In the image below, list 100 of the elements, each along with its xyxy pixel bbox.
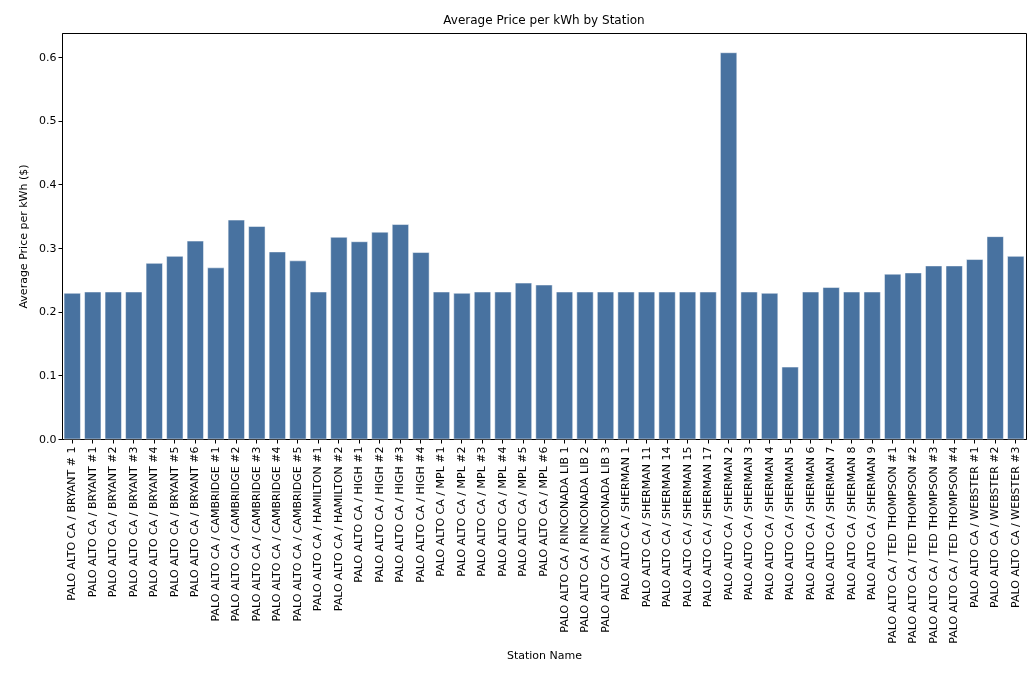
x-tick-label: PALO ALTO CA / WEBSTER #3 xyxy=(1008,446,1022,608)
bar xyxy=(432,291,450,440)
x-tick-label: PALO ALTO CA / TED THOMPSON #3 xyxy=(926,446,940,644)
bar xyxy=(309,291,327,440)
bar xyxy=(1007,256,1025,440)
bar xyxy=(884,273,902,440)
bar xyxy=(535,284,553,440)
bar xyxy=(515,282,532,440)
x-tick-label: PALO ALTO CA / SHERMAN 3 xyxy=(742,446,756,601)
bar xyxy=(268,251,286,440)
bar xyxy=(822,287,840,440)
bar xyxy=(289,260,307,440)
bar xyxy=(412,252,430,440)
x-tick-label: PALO ALTO CA / CAMBRIDGE #4 xyxy=(270,446,284,622)
bar xyxy=(597,291,614,440)
x-tick-label: PALO ALTO CA / HIGH #4 xyxy=(413,446,427,583)
x-axis-title: Station Name xyxy=(506,648,583,662)
x-tick-label: PALO ALTO CA / SHERMAN 9 xyxy=(865,446,879,601)
bar xyxy=(617,291,635,440)
x-tick-label: PALO ALTO CA / BRYANT #2 xyxy=(106,446,120,598)
y-tick-label: 0.3 xyxy=(39,241,57,255)
bar xyxy=(84,291,102,440)
x-tick-label: PALO ALTO CA / WEBSTER #2 xyxy=(988,446,1002,608)
bar xyxy=(104,291,122,440)
y-tick-label: 0.1 xyxy=(39,368,57,382)
bar xyxy=(761,293,779,440)
bar xyxy=(248,226,266,440)
x-tick-label: PALO ALTO CA / BRYANT #4 xyxy=(147,446,161,598)
bar xyxy=(781,366,799,440)
x-tick-label: PALO ALTO CA / SHERMAN 5 xyxy=(783,446,797,601)
y-tick-label: 0.4 xyxy=(39,177,57,191)
y-tick-label: 0.0 xyxy=(39,432,57,446)
bar xyxy=(556,291,573,440)
bar xyxy=(966,259,984,440)
chart-title: Average Price per kWh by Station xyxy=(443,13,645,27)
bar xyxy=(494,291,512,440)
x-tick-label: PALO ALTO CA / MPL #4 xyxy=(495,446,509,577)
bar xyxy=(740,291,758,440)
x-tick-label: PALO ALTO CA / SHERMAN 7 xyxy=(824,446,838,601)
bar xyxy=(699,291,717,440)
y-axis-title: Average Price per kWh ($) xyxy=(17,164,31,309)
x-tick-label: PALO ALTO CA / BRYANT #3 xyxy=(126,446,140,598)
bar xyxy=(63,293,81,440)
x-tick-label: PALO ALTO CA / TED THOMPSON #2 xyxy=(906,446,920,644)
bar xyxy=(371,231,389,440)
bar xyxy=(925,265,943,440)
x-tick-label: PALO ALTO CA / SHERMAN 14 xyxy=(660,446,674,608)
x-tick-label: PALO ALTO CA / CAMBRIDGE #2 xyxy=(229,446,243,622)
bar xyxy=(904,272,922,440)
bar xyxy=(186,240,204,440)
x-tick-label: PALO ALTO CA / RINCONADA LIB 1 xyxy=(557,446,571,633)
x-tick-label: PALO ALTO CA / CAMBRIDGE #1 xyxy=(208,446,222,622)
x-tick-label: PALO ALTO CA / SHERMAN 6 xyxy=(803,446,817,601)
bar xyxy=(945,265,963,440)
bar xyxy=(863,291,881,440)
x-tick-label: PALO ALTO CA / MPL #1 xyxy=(434,446,448,577)
x-tick-label: PALO ALTO CA / SHERMAN 11 xyxy=(639,446,653,608)
bar xyxy=(207,267,225,440)
x-tick-label: PALO ALTO CA / TED THOMPSON #1 xyxy=(885,446,899,644)
y-tick-label: 0.6 xyxy=(39,50,57,64)
bar xyxy=(453,293,471,440)
x-tick-label: PALO ALTO CA / SHERMAN 17 xyxy=(701,446,715,608)
bar xyxy=(125,291,143,440)
x-tick-label: PALO ALTO CA / SHERMAN 2 xyxy=(721,446,735,601)
x-tick-label: PALO ALTO CA / WEBSTER #1 xyxy=(967,446,981,608)
bar xyxy=(720,52,738,440)
bar xyxy=(986,236,1004,440)
x-tick-label: PALO ALTO CA / HIGH #1 xyxy=(352,446,366,583)
bar xyxy=(330,237,348,440)
bar xyxy=(658,291,676,440)
y-tick-label: 0.5 xyxy=(39,114,57,128)
bar xyxy=(145,263,163,440)
x-tick-label: PALO ALTO CA / HIGH #2 xyxy=(372,446,386,583)
x-tick-label: PALO ALTO CA / CAMBRIDGE #3 xyxy=(249,446,263,622)
bar xyxy=(166,256,184,440)
x-tick-label: PALO ALTO CA / HAMILTON #1 xyxy=(311,446,325,612)
x-tick-label: PALO ALTO CA / BRYANT # 1 xyxy=(65,446,79,601)
x-tick-label: PALO ALTO CA / BRYANT #1 xyxy=(85,446,99,598)
x-tick-label: PALO ALTO CA / SHERMAN 8 xyxy=(844,446,858,601)
y-tick-label: 0.2 xyxy=(39,305,57,319)
bar xyxy=(802,291,820,440)
x-tick-label: PALO ALTO CA / BRYANT #6 xyxy=(188,446,202,598)
x-tick-label: PALO ALTO CA / BRYANT #5 xyxy=(167,446,181,598)
x-tick-label: PALO ALTO CA / SHERMAN 1 xyxy=(619,446,633,601)
x-tick-label: PALO ALTO CA / SHERMAN 15 xyxy=(680,446,694,608)
bar xyxy=(350,241,368,440)
bar xyxy=(227,219,245,440)
bar xyxy=(679,291,697,440)
x-tick-label: PALO ALTO CA / MPL #3 xyxy=(475,446,489,577)
x-tick-label: PALO ALTO CA / RINCONADA LIB 3 xyxy=(598,446,612,633)
x-tick-label: PALO ALTO CA / SHERMAN 4 xyxy=(762,446,776,601)
x-tick-label: PALO ALTO CA / CAMBRIDGE #5 xyxy=(290,446,304,622)
x-tick-label: PALO ALTO CA / HAMILTON #2 xyxy=(331,446,345,612)
x-tick-label: PALO ALTO CA / MPL #2 xyxy=(454,446,468,577)
x-tick-label: PALO ALTO CA / HIGH #3 xyxy=(393,446,407,583)
x-tick-label: PALO ALTO CA / MPL #6 xyxy=(537,446,550,577)
bar xyxy=(843,291,861,440)
x-tick-label: PALO ALTO CA / MPL #5 xyxy=(516,446,530,577)
x-tick-label: PALO ALTO CA / TED THOMPSON #4 xyxy=(947,446,961,644)
bar xyxy=(474,291,491,440)
